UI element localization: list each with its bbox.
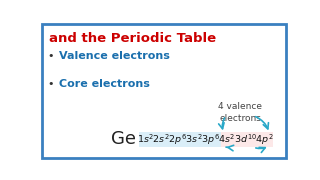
Bar <box>139 132 273 147</box>
Text: 4 valence
electrons: 4 valence electrons <box>218 102 262 123</box>
Text: $1s^22s^22p^63s^23p^64s^23d^{10}4p^2$: $1s^22s^22p^63s^23p^64s^23d^{10}4p^2$ <box>137 132 274 147</box>
Text: Core electrons: Core electrons <box>59 79 149 89</box>
Bar <box>220 132 273 147</box>
Text: Valence electrons: Valence electrons <box>59 51 170 61</box>
Text: •: • <box>48 51 54 61</box>
Text: •: • <box>48 79 54 89</box>
Text: and the Periodic Table: and the Periodic Table <box>49 32 216 45</box>
Text: Ge: Ge <box>111 130 136 148</box>
